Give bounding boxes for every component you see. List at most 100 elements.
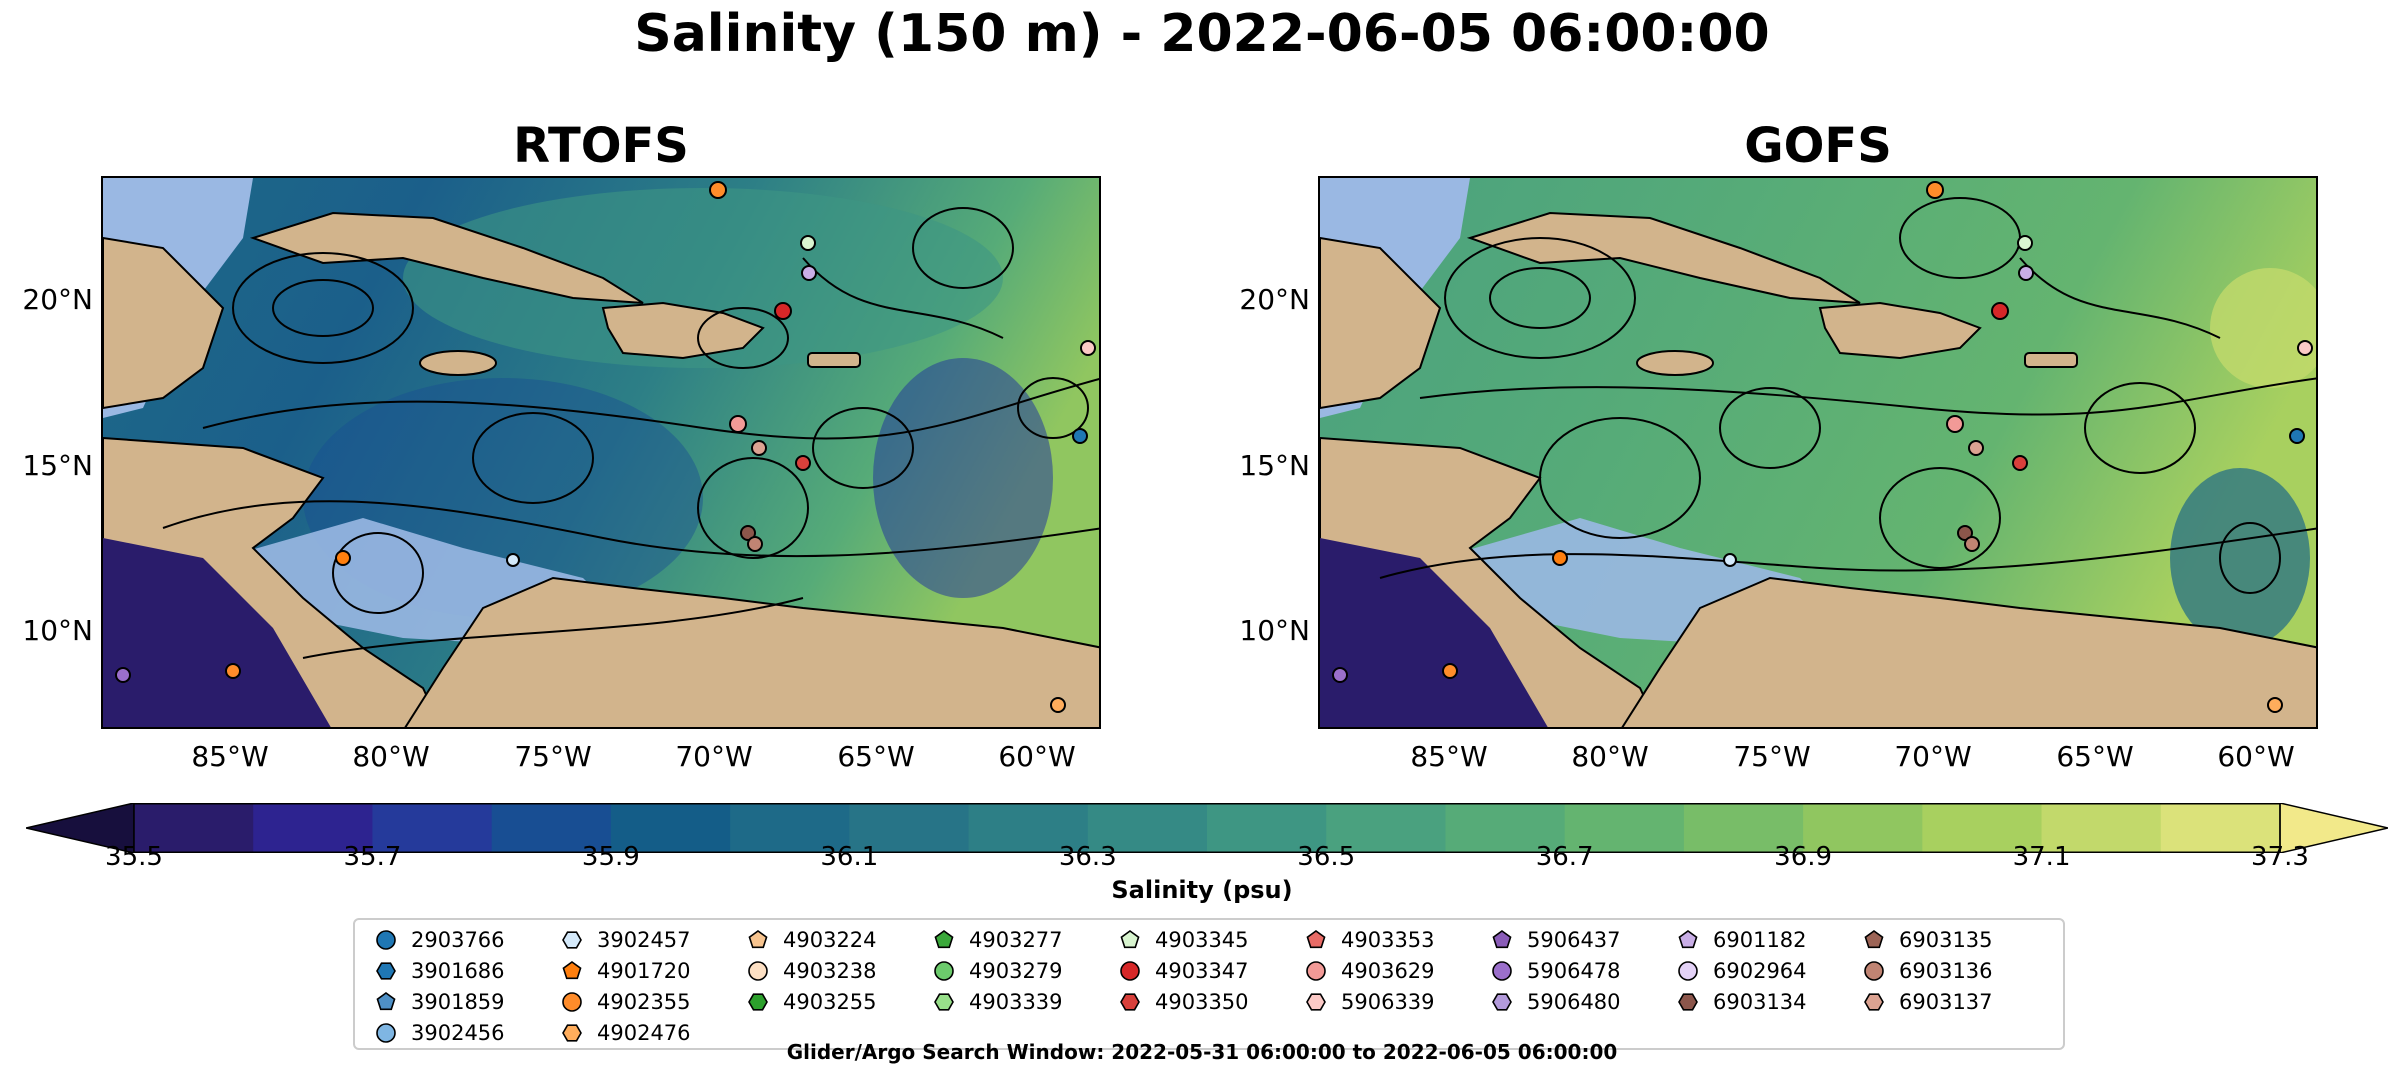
colorbar-segment [253,803,373,853]
map-rtofs-canvas [103,178,1099,727]
legend-entry: 4903238 [747,955,877,986]
pentagon-marker-icon [562,960,582,979]
colorbar-tick-label: 37.1 [2012,842,2071,872]
colorbar-segment [491,803,612,853]
legend-entry: 4903345 [1119,924,1249,955]
legend-entry-label: 4902355 [597,989,691,1014]
legend-entry: 4903347 [1119,955,1249,986]
hexagon-marker-icon [1306,992,1326,1011]
pentagon-marker-icon [1120,929,1140,948]
colorbar-tick-label: 36.1 [820,842,879,872]
x-tick-gofs-60w: 60°W [2217,740,2295,773]
legend-entry-label: 6903137 [1899,989,1993,1014]
x-tick-gofs-65w: 65°W [2056,740,2134,773]
legend-entry: 4902476 [561,1017,691,1048]
legend-entry-label: 4903255 [783,989,877,1014]
x-tick-gofs-70w: 70°W [1894,740,1972,773]
pentagon-marker-icon [376,991,396,1010]
legend-entry-label: 5906339 [1341,989,1435,1014]
y-tick-rtofs-15n: 15°N [22,449,93,482]
search-window-note: Glider/Argo Search Window: 2022-05-31 06… [786,1040,1618,1064]
legend-entry-label: 4903350 [1155,989,1249,1014]
legend-entry-label: 4903347 [1155,958,1249,983]
legend-column: 5906437 5906478 5906480 [1491,924,1621,1017]
map-gofs [1318,176,2318,729]
colorbar-segment [2160,803,2281,853]
colorbar-segment [1683,803,1804,853]
hexagon-marker-icon [1864,992,1884,1011]
legend-entry: 5906480 [1491,986,1621,1017]
legend-entry: 6903135 [1863,924,1993,955]
legend-entry-label: 4903345 [1155,927,1249,952]
map-rtofs [101,176,1101,729]
legend-entry: 4901720 [561,955,691,986]
legend-entry-label: 3901859 [411,989,505,1014]
circle-marker-icon [376,929,396,950]
colorbar-tick-label: 37.3 [2251,842,2309,872]
legend-entry-label: 6901182 [1713,927,1807,952]
colorbar-segment [1087,803,1208,853]
legend-entry-label: 4903339 [969,989,1063,1014]
circle-marker-icon [1864,960,1884,981]
colorbar-tick-label: 36.5 [1297,842,1356,872]
circle-marker-icon [1678,960,1698,981]
circle-marker-icon [1120,960,1140,981]
legend-entry-label: 4902476 [597,1020,691,1045]
x-tick-rtofs-85w: 85°W [191,740,269,773]
legend-entry-label: 4903277 [969,927,1063,952]
hexagon-marker-icon [748,992,768,1011]
legend-entry-label: 4903279 [969,958,1063,983]
legend-column: 4903224 4903238 4903255 [747,924,877,1017]
legend-column: 4903345 4903347 4903350 [1119,924,1249,1017]
legend-column: 6903135 6903136 6903137 [1863,924,1993,1017]
circle-marker-icon [562,991,582,1012]
hexagon-marker-icon [934,992,954,1011]
circle-marker-icon [748,960,768,981]
colorbar-segment [968,803,1089,853]
colorbar-segment [1445,803,1566,853]
legend-entry: 6902964 [1677,955,1807,986]
circle-marker-icon [376,1022,396,1043]
x-tick-rtofs-80w: 80°W [352,740,430,773]
x-tick-gofs-75w: 75°W [1733,740,1811,773]
legend-entry-label: 6903135 [1899,927,1993,952]
colorbar-tick-label: 35.7 [343,842,402,872]
legend-entry: 4903255 [747,986,877,1017]
map-gofs-canvas [1320,178,2316,727]
legend-entry-label: 3902457 [597,927,691,952]
legend-entry: 4903279 [933,955,1063,986]
colorbar-tick-label: 36.7 [1535,842,1594,872]
legend-entry-label: 3902456 [411,1020,505,1045]
colorbar-segment [1803,803,1923,853]
legend-column: 3902457 4901720 4902355 4902476 [561,924,691,1048]
legend-entry: 4903277 [933,924,1063,955]
legend-entry: 6903134 [1677,986,1807,1017]
colorbar-segment [849,803,970,853]
hexagon-marker-icon [1678,992,1698,1011]
float-legend: 2903766 3901686 3901859 3902456 3902457 49017… [353,918,2065,1050]
legend-entry-label: 4903629 [1341,958,1435,983]
y-tick-gofs-15n: 15°N [1239,449,1310,482]
colorbar-tick-label: 35.9 [581,842,640,872]
hexagon-marker-icon [562,930,582,949]
legend-entry-label: 5906437 [1527,927,1621,952]
legend-entry: 4903224 [747,924,877,955]
legend-entry-label: 6903134 [1713,989,1807,1014]
circle-marker-icon [1306,960,1326,981]
legend-column: 4903277 4903279 4903339 [933,924,1063,1017]
hexagon-marker-icon [376,961,396,980]
colorbar-segment [1326,803,1446,853]
legend-entry: 2903766 [375,924,505,955]
colorbar-tick-label: 36.3 [1058,842,1117,872]
colorbar-tick-label: 36.9 [1774,842,1833,872]
x-tick-rtofs-60w: 60°W [998,740,1076,773]
colorbar-segment [610,803,731,853]
pentagon-marker-icon [1492,929,1512,948]
legend-entry-label: 2903766 [411,927,505,952]
pentagon-marker-icon [934,929,954,948]
legend-entry: 5906478 [1491,955,1621,986]
colorbar-segment [1922,803,2043,853]
legend-entry-label: 4903238 [783,958,877,983]
colorbar-segment [1207,803,1327,853]
legend-entry: 3902456 [375,1017,505,1048]
